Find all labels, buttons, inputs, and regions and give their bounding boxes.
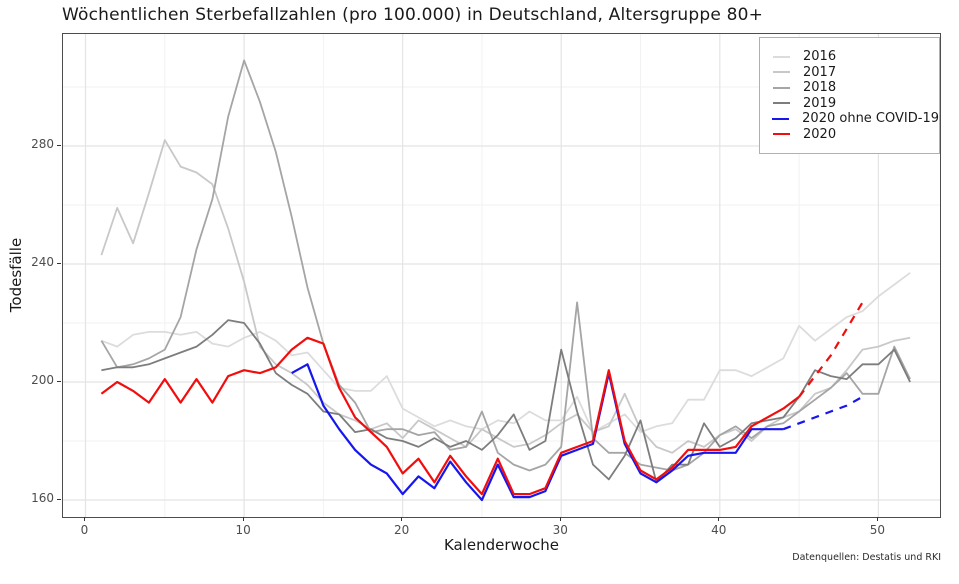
chart-title: Wöchentlichen Sterbefallzahlen (pro 100.… [62,5,764,25]
caption: Datenquellen: Destatis und RKI [792,552,941,563]
x-tick-label: 30 [552,523,568,537]
legend-key-line [768,55,794,58]
y-tick-mark [57,144,61,146]
legend-key-line [768,117,793,120]
y-tick-mark [57,262,61,264]
legend-item-2020-ohne-covid-19: 2020 ohne COVID-19 [768,111,939,127]
x-tick-label: 20 [394,523,410,537]
x-axis-title: Kalenderwoche [443,536,559,554]
series-line-2020 [100,301,864,496]
series-line-2018 [100,59,911,472]
plot-area [63,34,940,517]
y-tick-label: 280 [31,137,54,151]
legend-label: 2018 [803,80,837,96]
legend-label: 2019 [803,95,837,111]
x-tick-mark [242,517,244,521]
gridlines-major [63,34,940,517]
x-tick-mark [559,517,561,521]
legend-item-2019: 2019 [768,96,939,112]
x-tick-mark [718,517,720,521]
legend-key-line [768,102,794,105]
x-tick-mark [84,517,85,521]
y-tick-mark [57,498,61,500]
y-axis-title: Todesfälle [7,237,25,313]
x-tick-mark [401,517,403,521]
legend-item-2020: 2020 [768,127,939,143]
x-tick-label: 0 [80,523,89,537]
legend-key-line [768,133,794,136]
legend-label: 2016 [803,49,837,65]
legend-item-2018: 2018 [768,80,939,96]
legend-label: 2017 [803,64,837,80]
series-line-2016 [101,272,911,434]
y-tick-label: 200 [31,373,54,387]
legend-label: 2020 ohne COVID-19 [802,111,939,127]
legend-item-2016: 2016 [768,49,939,65]
plot-panel: 2016 2017 2018 2019 2020 ohne COVID-19 2020 [62,33,941,518]
series-line-2020-ohne-covid-19 [291,363,864,502]
y-tick-label: 240 [31,255,54,269]
x-tick-label: 10 [235,523,251,537]
x-tick-label: 50 [869,523,886,537]
x-tick-mark [876,517,878,521]
y-tick-label: 160 [31,491,54,505]
x-tick-label: 40 [711,523,727,537]
y-tick-mark [57,380,61,382]
legend-key-line [768,71,794,74]
series-line-2017 [100,139,911,454]
legend-key-line [768,86,794,89]
legend: 2016 2017 2018 2019 2020 ohne COVID-19 2020 [759,37,940,154]
series-line-2019 [101,319,911,484]
legend-label: 2020 [803,126,837,142]
legend-item-2017: 2017 [768,65,939,81]
